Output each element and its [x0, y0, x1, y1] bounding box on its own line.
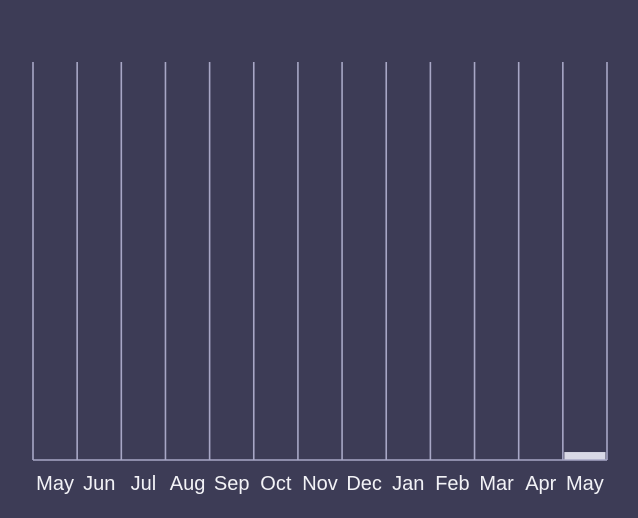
x-tick-label: Sep [214, 473, 250, 495]
x-tick-label: Apr [525, 473, 556, 495]
x-axis-tick-labels: May Jun Jul Aug Sep Oct Nov Dec Jan Feb Mar Apr May [36, 473, 604, 495]
x-tick-label: Nov [302, 473, 338, 495]
x-tick-label: May [566, 473, 604, 495]
bar-13 [564, 452, 606, 460]
x-tick-label: Mar [479, 473, 514, 495]
x-tick-label: Oct [260, 473, 292, 495]
x-tick-label: May [36, 473, 74, 495]
grid-lines [32, 62, 608, 460]
bars [564, 452, 606, 460]
x-tick-label: Feb [435, 473, 469, 495]
x-tick-label: Jun [83, 473, 115, 495]
x-tick-label: Jul [131, 473, 157, 495]
x-tick-label: Dec [346, 473, 382, 495]
x-tick-label: Aug [170, 473, 206, 495]
x-tick-label: Jan [392, 473, 424, 495]
